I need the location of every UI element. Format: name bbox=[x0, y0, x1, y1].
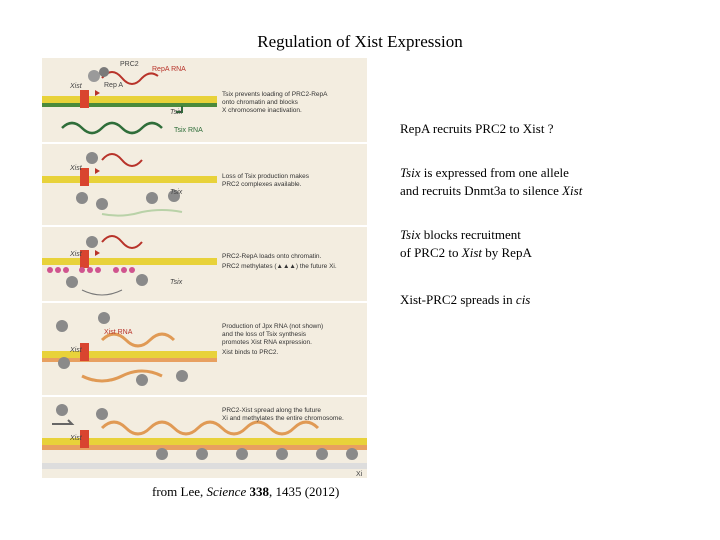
svg-text:Tsix prevents loading of PRC2-: Tsix prevents loading of PRC2-RepA onto c… bbox=[222, 91, 328, 114]
gene-tsix: Tsix bbox=[400, 227, 420, 242]
caption-4-line-4: Xist binds to PRC2. bbox=[222, 349, 279, 356]
label-prc2: PRC2 bbox=[120, 61, 139, 68]
svg-text:Production of Jpx RNA (not sho: Production of Jpx RNA (not shown) and the… bbox=[222, 323, 323, 356]
slide-title: Regulation of Xist Expression bbox=[0, 32, 720, 52]
credit-volume: 338 bbox=[249, 484, 269, 499]
term-cis: cis bbox=[516, 292, 530, 307]
label-xist-3: Xist bbox=[69, 251, 83, 258]
caption-1-line-1: Tsix prevents loading of PRC2-RepA bbox=[222, 91, 328, 98]
note-tsix-blocks-line-2: of PRC2 to Xist by RepA bbox=[400, 244, 532, 262]
label-xist-1: Xist bbox=[69, 83, 83, 90]
gene-tsix: Tsix bbox=[400, 165, 420, 180]
label-xist-4: Xist bbox=[69, 347, 83, 354]
caption-4-line-3: promotes Xist RNA expression. bbox=[222, 339, 312, 346]
note-tsix-dnmt3a: Tsix is expressed from one allele and re… bbox=[400, 164, 582, 200]
caption-3-line-1: PRC2-RepA loads onto chromatin. bbox=[222, 253, 322, 260]
step2-diagram bbox=[42, 152, 217, 216]
label-tsix-2: Tsix bbox=[170, 189, 183, 196]
label-repa-rna: RepA RNA bbox=[152, 66, 186, 73]
note-text: and recruits Dnmt3a to silence bbox=[400, 183, 562, 198]
label-xist-rna: Xist RNA bbox=[104, 329, 133, 336]
caption-3-line-2: PRC2 methylates (▲▲▲) the future Xi. bbox=[222, 263, 337, 270]
credit-text: , 1435 (2012) bbox=[269, 484, 339, 499]
caption-4-line-2: and the loss of Tsix synthesis bbox=[222, 331, 307, 338]
note-tsix-blocks-line-1: Tsix blocks recruitment bbox=[400, 226, 532, 244]
note-repa-recruits-prc2: RepA recruits PRC2 to Xist ? bbox=[400, 120, 553, 138]
label-xist-2: Xist bbox=[69, 165, 83, 172]
caption-4-line-1: Production of Jpx RNA (not shown) bbox=[222, 323, 323, 330]
label-repa: Rep A bbox=[104, 82, 123, 89]
note-tsix-dnmt3a-line-1: Tsix is expressed from one allele bbox=[400, 164, 582, 182]
label-xi: Xi bbox=[356, 471, 363, 478]
caption-1-line-3: X chromosome inactivation. bbox=[222, 107, 302, 114]
credit-text: from Lee, bbox=[152, 484, 207, 499]
note-text: of PRC2 to bbox=[400, 245, 462, 260]
step4-diagram bbox=[42, 312, 217, 386]
step1-diagram bbox=[42, 67, 217, 133]
note-text: blocks recruitment bbox=[420, 227, 520, 242]
xist-regulation-figure: PRC2 RepA RNA Xist Rep A Tsix Tsix RNA X… bbox=[42, 58, 367, 478]
note-text: Xist-PRC2 spreads in bbox=[400, 292, 516, 307]
credit-journal: Science bbox=[207, 484, 247, 499]
note-text: is expressed from one allele bbox=[420, 165, 568, 180]
note-xist-prc2-spreads: Xist-PRC2 spreads in cis bbox=[400, 291, 530, 309]
gene-xist: Xist bbox=[462, 245, 482, 260]
label-xist-5: Xist bbox=[69, 435, 83, 442]
caption-5-line-1: PRC2-Xist spread along the future bbox=[222, 407, 321, 414]
caption-2-line-1: Loss of Tsix production makes bbox=[222, 173, 310, 180]
step3-diagram bbox=[42, 236, 217, 295]
figure-credit: from Lee, Science 338, 1435 (2012) bbox=[152, 484, 339, 500]
caption-1-line-2: onto chromatin and blocks bbox=[222, 99, 299, 106]
svg-text:PRC2-Xist spread along the fut: PRC2-Xist spread along the future Xi and … bbox=[222, 407, 344, 422]
svg-text:PRC2-RepA loads onto chromatin: PRC2-RepA loads onto chromatin. PRC2 meth… bbox=[222, 253, 337, 270]
note-text: by RepA bbox=[482, 245, 532, 260]
label-tsix-1: Tsix bbox=[170, 109, 183, 116]
caption-2-line-2: PRC2 complexes available. bbox=[222, 181, 302, 188]
gene-xist: Xist bbox=[562, 183, 582, 198]
label-tsix-3: Tsix bbox=[170, 279, 183, 286]
note-tsix-blocks-recruitment: Tsix blocks recruitment of PRC2 to Xist … bbox=[400, 226, 532, 262]
step-captions: Tsix prevents loading of PRC2-RepA onto c… bbox=[222, 91, 344, 422]
caption-5-line-2: Xi and methylates the entire chromosome. bbox=[222, 415, 344, 422]
note-tsix-dnmt3a-line-2: and recruits Dnmt3a to silence Xist bbox=[400, 182, 582, 200]
label-tsix-rna: Tsix RNA bbox=[174, 127, 203, 134]
